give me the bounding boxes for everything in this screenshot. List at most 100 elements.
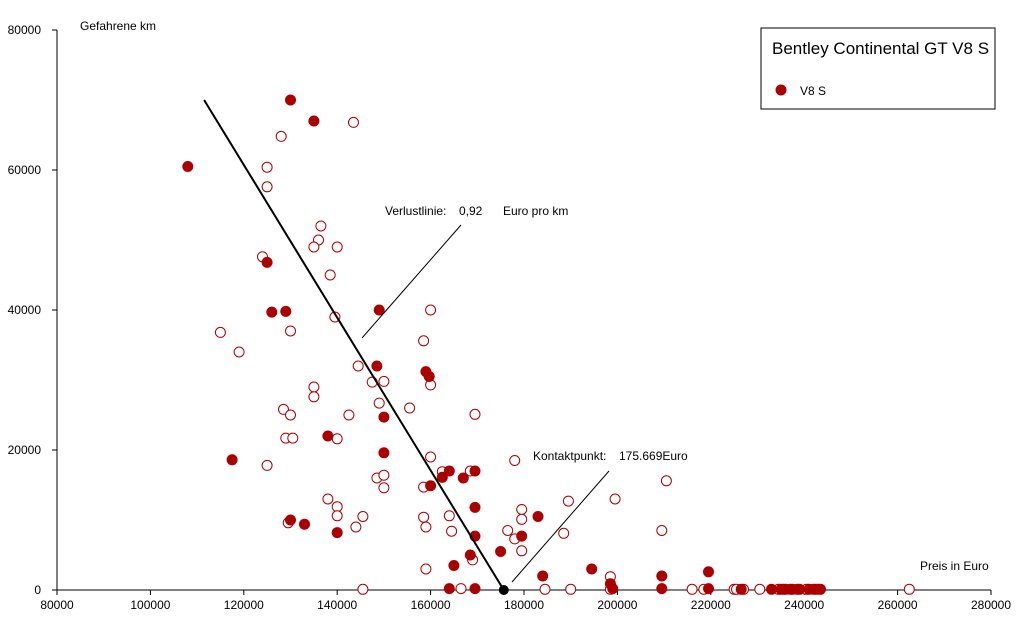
data-point-filled [495,546,507,557]
legend-label: V8 S [800,84,826,98]
x-tick-label: 120000 [224,598,264,612]
y-tick-label: 20000 [8,443,42,457]
data-point-open [378,482,390,494]
data-point-filled [448,560,460,571]
data-point-open [660,475,672,487]
data-point-open [308,381,320,393]
data-point-open [285,325,296,337]
data-point-open [348,116,359,128]
data-point-open [425,451,437,463]
legend-box [760,27,996,110]
x-tick-label: 260000 [878,598,918,612]
data-point-open [331,241,343,253]
x-ticks: 80000 100000 120000 140000 160000 180000 20000… [40,590,1011,612]
contact-label: Kontaktpunkt: [533,449,606,463]
x-tick-label: 220000 [691,598,731,612]
data-point-open [378,469,390,481]
data-point-open [420,521,432,533]
y-tick-label: 0 [34,583,41,597]
data-point-open [686,583,698,595]
data-point-open [233,346,245,358]
data-point-filled [261,256,273,268]
data-point-open [754,583,766,595]
data-point-filled [436,471,448,483]
data-point-open [261,459,273,471]
data-point-open [308,241,320,253]
x-tick-label: 240000 [784,598,824,612]
data-point-filled [373,304,385,316]
data-point-open [357,511,369,522]
data-point-open [214,326,226,338]
data-point-filled [322,430,334,442]
data-point-filled [532,511,544,522]
data-point-open [343,409,355,421]
data-point-open [502,525,514,536]
data-point-open [378,375,390,387]
data-point-open [469,408,481,420]
legend-title: Bentley Continental GT V8 S [772,39,989,58]
loss-line-pointer [361,224,462,339]
data-point-open [516,504,528,515]
data-point-filled [815,583,826,595]
data-point-open [516,513,528,525]
data-point-open [565,583,577,595]
contact-pointer [511,470,610,583]
y-tick-label: 60000 [8,163,42,177]
data-point-filled [285,514,296,526]
data-point-filled [457,472,469,484]
data-point-open [357,583,369,595]
data-point-filled [423,371,435,382]
data-point-filled [266,306,278,318]
data-point-open [261,181,273,193]
x-tick-label: 200000 [597,598,637,612]
contact-value: 175.669Euro [619,449,688,463]
data-point-open [287,432,299,444]
data-point-open [903,583,915,595]
data-point-open [261,161,273,173]
data-point-open [331,510,343,522]
x-tick-label: 180000 [504,598,544,612]
data-point-filled [331,527,343,539]
loss-line-label: Verlustlinie: [385,204,446,218]
data-point-open [656,525,668,536]
loss-line-value: 0,92 [459,204,483,218]
axes: 80000 100000 120000 140000 160000 180000 20000… [8,23,1012,612]
data-point-filled [182,161,194,172]
y-tick-label: 40000 [8,303,42,317]
data-point-open [373,397,385,409]
legend: Bentley Continental GT V8 S V8 S [760,27,996,110]
filled-points [182,94,826,595]
data-point-open [609,493,621,505]
data-point-open [509,455,521,466]
data-point-filled [586,563,598,575]
data-point-filled [285,94,296,106]
data-point-filled [378,447,390,459]
data-point-open [324,269,336,281]
x-tick-label: 140000 [317,598,357,612]
data-point-filled [378,411,390,423]
data-point-filled [464,549,476,561]
data-point-filled [308,115,320,127]
data-point-filled [656,570,668,582]
data-point-filled [469,583,481,595]
data-point-filled [537,570,549,582]
data-point-filled [425,480,437,492]
data-point-open [558,527,570,539]
data-point-filled [794,583,805,595]
data-point-filled [703,566,714,578]
x-tick-label: 100000 [130,598,170,612]
data-point-open [404,402,416,414]
contact-point [498,585,509,595]
data-point-filled [735,583,747,595]
data-point-open [455,583,467,595]
x-tick-label: 160000 [411,598,451,612]
data-point-open [331,501,343,513]
data-point-filled [469,501,481,513]
loss-line [203,99,505,591]
data-point-open [418,511,430,523]
open-points [214,116,915,595]
data-point-open [446,525,458,537]
data-point-filled [516,530,528,542]
loss-line-unit: Euro pro km [503,204,568,218]
